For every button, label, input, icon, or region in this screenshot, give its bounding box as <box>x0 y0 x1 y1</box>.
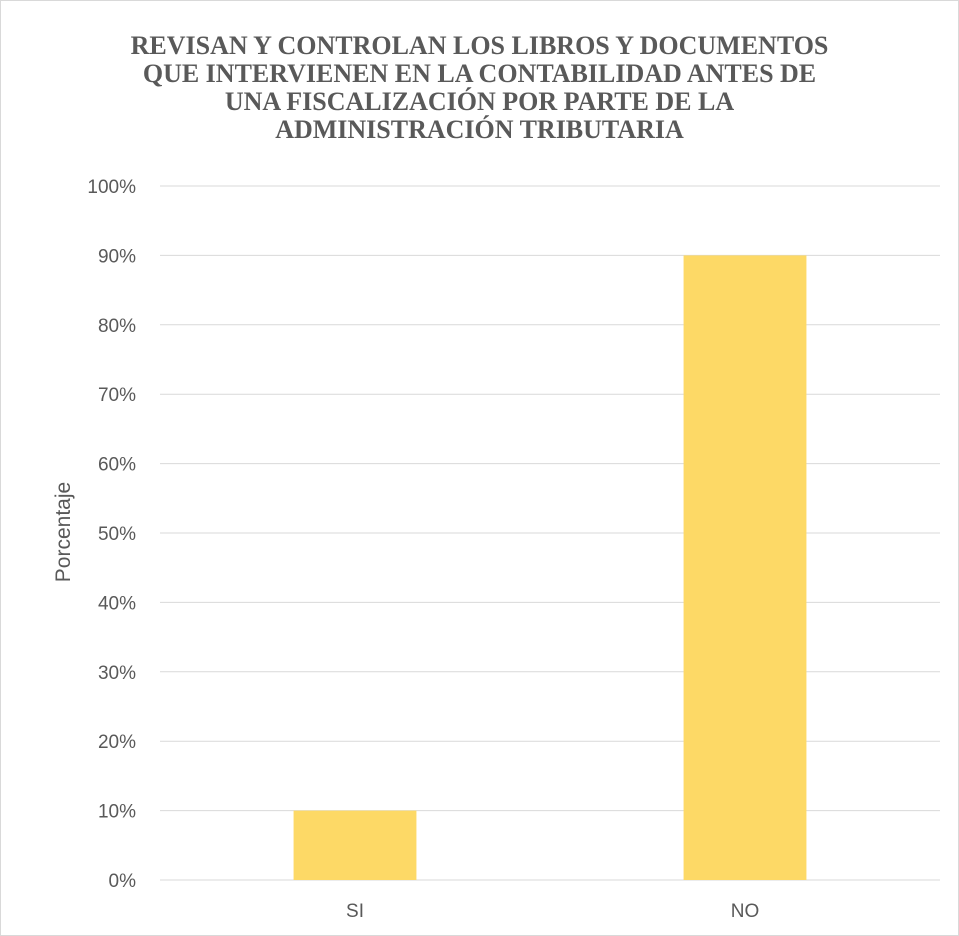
y-tick-label: 40% <box>98 593 136 614</box>
x-tick-label: NO <box>731 901 760 922</box>
y-axis-label: Porcentaje <box>52 482 75 582</box>
bars <box>293 255 807 880</box>
chart-title: REVISAN Y CONTROLAN LOS LIBROS Y DOCUMEN… <box>0 32 959 144</box>
chart-title-line: ADMINISTRACIÓN TRIBUTARIA <box>275 115 684 144</box>
gridlines <box>160 185 940 881</box>
x-axis-ticks: SI NO <box>346 901 759 922</box>
bar-no <box>683 255 807 880</box>
y-tick-label: 100% <box>87 177 136 198</box>
y-axis-ticks: 0% 10% 20% 30% 40% 50% 60% 70% 80% 90% 100% <box>87 177 136 892</box>
y-tick-label: 30% <box>98 663 136 684</box>
y-tick-label: 20% <box>98 732 136 753</box>
y-tick-label: 60% <box>98 455 136 476</box>
y-tick-label: 80% <box>98 316 136 337</box>
y-tick-label: 50% <box>98 524 136 545</box>
y-tick-label: 70% <box>98 385 136 406</box>
bar-si <box>293 810 417 880</box>
y-tick-label: 10% <box>98 802 136 823</box>
chart-title-line: QUE INTERVIENEN EN LA CONTABILIDAD ANTES… <box>142 59 817 88</box>
x-tick-label: SI <box>346 901 364 922</box>
y-tick-label: 90% <box>98 246 136 267</box>
y-tick-label: 0% <box>109 871 137 892</box>
chart-title-line: REVISAN Y CONTROLAN LOS LIBROS Y DOCUMEN… <box>130 31 829 60</box>
chart-title-line: UNA FISCALIZACIÓN POR PARTE DE LA <box>224 87 735 116</box>
